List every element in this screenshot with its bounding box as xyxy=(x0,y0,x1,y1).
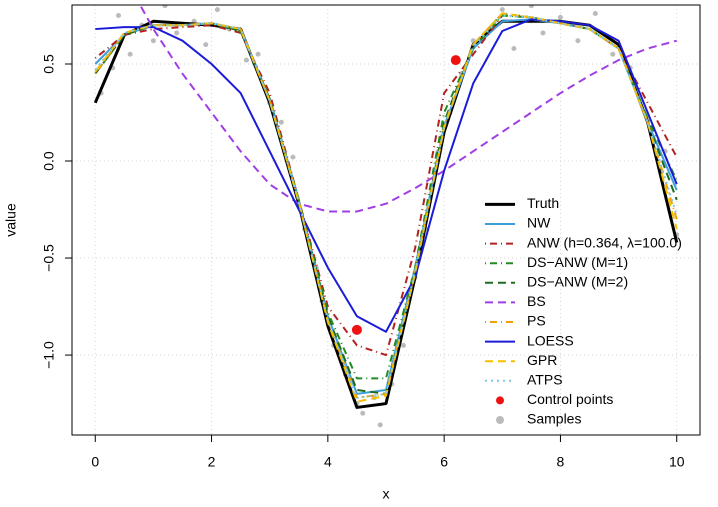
x-axis-title: x xyxy=(383,486,390,502)
point xyxy=(557,14,563,20)
x-tick-label: 8 xyxy=(557,454,565,470)
point xyxy=(450,55,461,66)
point xyxy=(150,38,156,44)
plot-area xyxy=(93,5,680,428)
point xyxy=(127,51,133,57)
point xyxy=(174,30,180,36)
legend: Truth NW ANW (h=0.364, λ=100.0) DS−ANW (M=1… xyxy=(485,195,682,427)
legend-swatch xyxy=(496,396,504,405)
series-line xyxy=(93,19,679,409)
legend-label: BS xyxy=(527,293,546,309)
point xyxy=(528,5,534,9)
legend-label: PS xyxy=(527,313,546,329)
legend-swatch xyxy=(496,416,504,424)
legend-label: Truth xyxy=(527,195,559,211)
point xyxy=(290,154,296,160)
x-tick-label: 4 xyxy=(324,454,332,470)
point xyxy=(511,45,517,51)
point xyxy=(351,324,362,335)
point xyxy=(610,51,616,57)
series-line xyxy=(94,12,678,399)
series-line xyxy=(94,14,678,380)
y-axis-title: value xyxy=(3,203,19,237)
point xyxy=(214,7,220,13)
series-line xyxy=(94,12,678,403)
point xyxy=(243,57,249,63)
point xyxy=(116,12,122,18)
y-tick-label: 0.5 xyxy=(41,54,57,74)
legend-label: ATPS xyxy=(527,372,563,388)
point xyxy=(540,30,546,36)
axes: 0 2 4 6 8 10 −1.0 −0.5 0.0 0.5 xyxy=(41,54,685,470)
point xyxy=(592,11,598,17)
x-tick-label: 0 xyxy=(91,454,99,470)
grid xyxy=(72,5,700,435)
series-line xyxy=(94,14,678,357)
legend-label: DS−ANW (M=2) xyxy=(527,274,628,290)
legend-label: LOESS xyxy=(527,332,574,348)
legend-label: Control points xyxy=(527,391,613,407)
series-line xyxy=(95,18,678,333)
point xyxy=(400,342,406,348)
point xyxy=(278,119,284,125)
point xyxy=(360,410,366,416)
legend-label: DS−ANW (M=1) xyxy=(527,254,628,270)
series-line xyxy=(94,14,678,399)
series-line xyxy=(138,5,677,213)
point xyxy=(575,38,581,44)
point xyxy=(255,51,261,57)
plot-box xyxy=(71,4,701,436)
point xyxy=(499,7,505,13)
legend-label: Samples xyxy=(527,411,581,427)
x-tick-label: 2 xyxy=(208,454,216,470)
y-tick-label: 0.0 xyxy=(41,151,57,171)
y-tick-label: −0.5 xyxy=(41,244,57,272)
legend-label: NW xyxy=(527,215,551,231)
point xyxy=(203,42,209,48)
legend-label: GPR xyxy=(527,352,557,368)
x-tick-label: 6 xyxy=(440,454,448,470)
legend-label: ANW (h=0.364, λ=100.0) xyxy=(527,234,682,250)
point xyxy=(377,422,383,428)
point xyxy=(162,5,168,9)
y-tick-label: −1.0 xyxy=(41,341,57,369)
x-tick-label: 10 xyxy=(669,454,685,470)
series-line xyxy=(94,18,678,395)
